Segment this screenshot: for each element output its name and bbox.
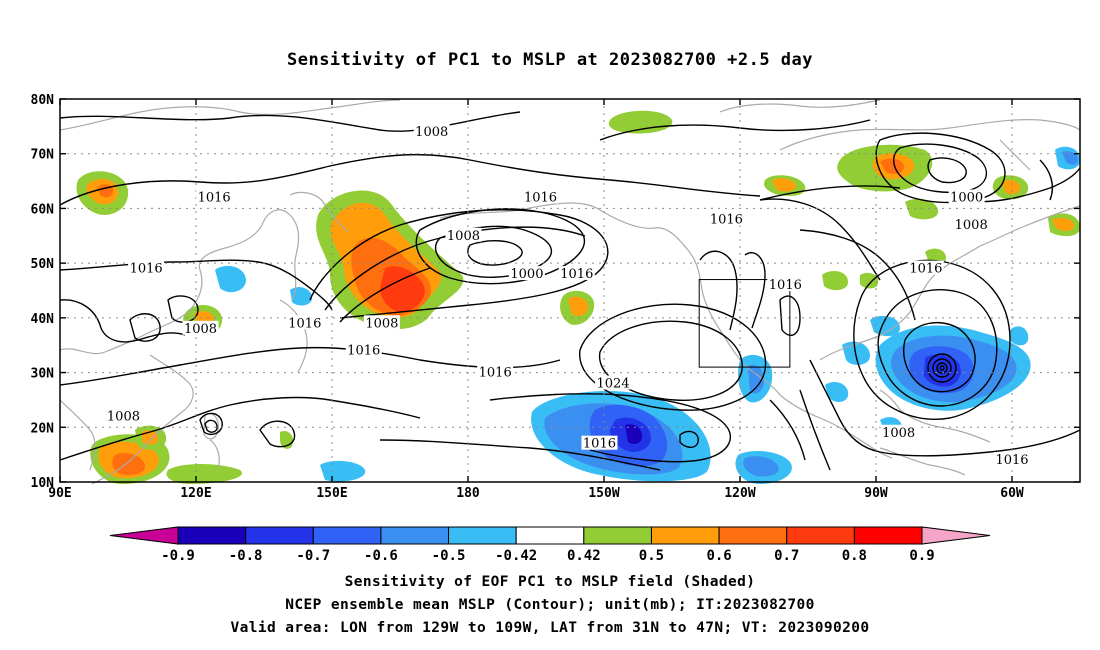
lat-tick-label: 30N bbox=[31, 367, 55, 382]
colorbar-segment bbox=[312, 526, 382, 545]
svg-text:1016: 1016 bbox=[524, 190, 557, 205]
colorbar-label: -0.5 bbox=[432, 548, 466, 564]
colorbar-segment bbox=[718, 526, 788, 545]
svg-text:1008: 1008 bbox=[882, 426, 915, 441]
contour-label: 1008 bbox=[953, 216, 990, 233]
caption-line-2: NCEP ensemble mean MSLP (Contour); unit(… bbox=[285, 597, 815, 613]
contour-label: 1016 bbox=[345, 342, 382, 359]
svg-text:1016: 1016 bbox=[909, 262, 942, 277]
svg-text:1000: 1000 bbox=[510, 267, 543, 282]
contour-label: 1008 bbox=[363, 315, 400, 331]
svg-text:1000: 1000 bbox=[950, 190, 983, 205]
svg-text:1016: 1016 bbox=[479, 366, 512, 381]
colorbar-label: -0.7 bbox=[296, 548, 330, 564]
lon-tick-label: 150E bbox=[316, 486, 347, 501]
svg-text:1008: 1008 bbox=[447, 229, 480, 244]
colorbar-segment bbox=[583, 526, 652, 545]
lon-tick-label: 90W bbox=[864, 486, 888, 501]
colorbar-label: -0.6 bbox=[364, 548, 398, 564]
contour-label: 1008 bbox=[105, 408, 142, 424]
colorbar-segment bbox=[853, 526, 923, 545]
lat-tick-label: 40N bbox=[31, 312, 55, 327]
contour-label: 1016 bbox=[558, 266, 595, 282]
mslp-contours bbox=[59, 111, 1081, 471]
svg-text:1024: 1024 bbox=[597, 377, 630, 392]
colorbar-segment bbox=[786, 526, 855, 545]
contour-label: 1008 bbox=[413, 123, 450, 140]
contour-label: 1016 bbox=[708, 211, 745, 227]
lat-tick-label: 20N bbox=[31, 421, 55, 436]
contour-label: 1016 bbox=[581, 435, 618, 452]
lat-tick-label: 80N bbox=[31, 93, 55, 108]
contour-label: 1016 bbox=[767, 277, 804, 293]
contour-label: 1008 bbox=[880, 424, 917, 441]
lat-tick-label: 70N bbox=[31, 148, 55, 163]
svg-text:1016: 1016 bbox=[347, 344, 380, 359]
colorbar-segment bbox=[650, 526, 720, 545]
colorbar-segment bbox=[515, 526, 585, 545]
contour-label: 1008 bbox=[445, 227, 482, 244]
colorbar-segment bbox=[177, 526, 247, 545]
colorbar-low-end bbox=[109, 526, 179, 545]
contour-label: 1016 bbox=[477, 364, 514, 381]
caption-line-3: Valid area: LON from 129W to 109W, LAT f… bbox=[230, 620, 870, 636]
svg-text:1008: 1008 bbox=[184, 322, 217, 337]
colorbar-label: 0.6 bbox=[706, 548, 731, 564]
colorbar-label: 0.7 bbox=[774, 548, 799, 564]
contour-label: 1000 bbox=[948, 189, 985, 205]
lon-tick-label: 120W bbox=[724, 486, 755, 501]
lon-tick-label: 180 bbox=[456, 486, 480, 501]
contour-labels: 1008 1016 1016 1016 1000 1008 1008 1000 1016 1016… bbox=[105, 123, 1030, 468]
colorbar-segment bbox=[380, 526, 450, 545]
contour-label: 1016 bbox=[128, 260, 165, 277]
contour-label: 1008 bbox=[182, 320, 219, 337]
map-title: Sensitivity of PC1 to MSLP at 2023082700… bbox=[286, 50, 813, 70]
contour-label: 1016 bbox=[994, 452, 1030, 468]
lon-tick-label: 60W bbox=[1000, 486, 1024, 501]
lat-tick-label: 10N bbox=[31, 476, 55, 491]
svg-text:1016: 1016 bbox=[769, 278, 802, 293]
colorbar-label: -0.9 bbox=[161, 548, 195, 564]
lat-lon-grid bbox=[60, 99, 1080, 482]
lat-tick-label: 60N bbox=[31, 202, 55, 217]
contour-label: 1016 bbox=[907, 260, 944, 277]
colorbar-label: -0.42 bbox=[495, 548, 537, 564]
svg-text:1016: 1016 bbox=[583, 437, 616, 452]
colorbar-label: 0.5 bbox=[639, 548, 664, 564]
contour-label: 1000 bbox=[508, 266, 545, 282]
coastlines bbox=[59, 99, 1081, 485]
colorbar: -0.9 -0.8 -0.7 -0.6 -0.5 -0.42 0.42 0.5 0.6 0.7 0.… bbox=[109, 526, 991, 564]
svg-text:1016: 1016 bbox=[560, 267, 593, 282]
contour-label: 1024 bbox=[595, 375, 632, 392]
lon-tick-label: 120E bbox=[180, 486, 211, 501]
valid-area-box bbox=[698, 279, 791, 368]
colorbar-label: -0.8 bbox=[229, 548, 263, 564]
svg-text:1008: 1008 bbox=[955, 218, 988, 233]
colorbar-label: 0.42 bbox=[567, 548, 601, 564]
lon-tick-label: 90E bbox=[48, 486, 71, 501]
svg-text:1008: 1008 bbox=[415, 125, 448, 140]
colorbar-high-end bbox=[921, 526, 991, 545]
colorbar-label: 0.8 bbox=[842, 548, 867, 564]
contour-label: 1016 bbox=[196, 189, 233, 205]
sensitivity-shading bbox=[76, 110, 1080, 485]
svg-text:1016: 1016 bbox=[995, 453, 1028, 468]
caption-line-1: Sensitivity of EOF PC1 to MSLP field (Sh… bbox=[344, 574, 756, 590]
colorbar-label: 0.9 bbox=[909, 548, 934, 564]
contour-label: 1016 bbox=[286, 315, 323, 331]
map-frame bbox=[59, 98, 1081, 483]
svg-text:1008: 1008 bbox=[107, 409, 140, 424]
svg-text:1016: 1016 bbox=[130, 262, 163, 277]
colorbar-segment bbox=[245, 526, 314, 545]
svg-text:1016: 1016 bbox=[198, 190, 231, 205]
svg-text:1016: 1016 bbox=[288, 316, 321, 331]
svg-text:1008: 1008 bbox=[365, 316, 398, 331]
lon-tick-label: 150W bbox=[588, 486, 619, 501]
svg-text:1016: 1016 bbox=[710, 212, 743, 227]
contour-label: 1016 bbox=[522, 189, 559, 205]
lat-tick-label: 50N bbox=[31, 257, 55, 272]
colorbar-segment bbox=[448, 526, 517, 545]
